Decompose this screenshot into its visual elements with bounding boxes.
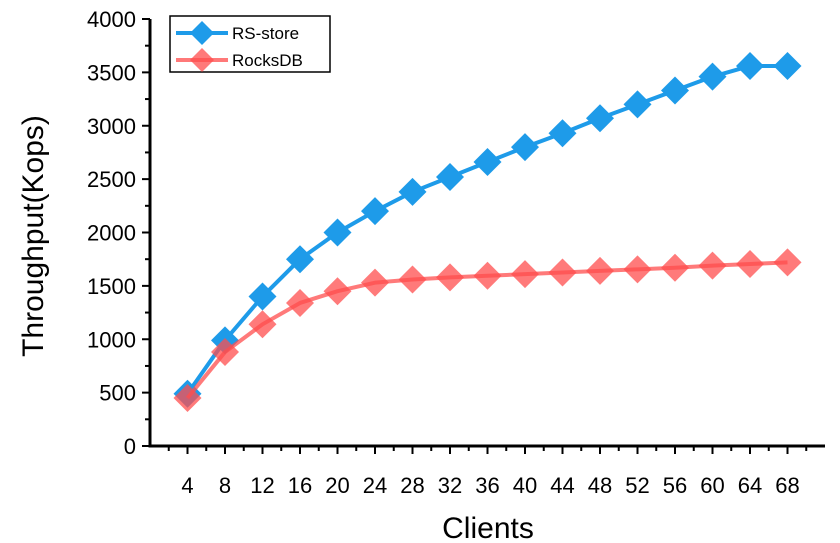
x-tick-label: 68: [775, 473, 799, 498]
data-point-marker: [511, 260, 539, 289]
data-point-marker: [211, 338, 239, 367]
y-tick-label: 2500: [87, 167, 136, 192]
data-point-marker: [736, 249, 764, 278]
data-point-marker: [323, 277, 352, 306]
x-tick-label: 16: [288, 473, 312, 498]
data-point-marker: [661, 253, 689, 282]
x-tick-label: 12: [250, 473, 274, 498]
y-tick-label: 3000: [87, 114, 136, 139]
x-axis-label: Clients: [442, 512, 534, 543]
x-tick-label: 48: [588, 473, 612, 498]
y-tick-label: 1500: [87, 274, 136, 299]
data-point-marker: [586, 256, 614, 285]
x-tick-label: 60: [700, 473, 724, 498]
data-point-marker: [661, 76, 689, 105]
y-tick-label: 500: [99, 381, 136, 406]
legend-label: RocksDB: [232, 51, 303, 70]
data-point-marker: [398, 265, 427, 294]
series-line: [185, 63, 788, 395]
x-tick-label: 44: [550, 473, 574, 498]
x-tick-label: 28: [400, 473, 424, 498]
data-point-marker: [736, 51, 764, 80]
legend-label: RS-store: [232, 24, 299, 43]
legend-items: RS-store RocksDB: [176, 21, 303, 72]
data-point-marker: [361, 268, 389, 297]
x-tick-label: 40: [513, 473, 537, 498]
data-point-marker: [623, 255, 652, 284]
y-tick-label: 3500: [87, 60, 136, 85]
data-point-marker: [586, 104, 614, 133]
legend-marker: [190, 48, 214, 72]
data-point-marker: [248, 282, 277, 311]
x-tick-label: 4: [181, 473, 193, 498]
data-point-marker: [398, 177, 427, 206]
data-point-marker: [623, 90, 652, 119]
x-tick-label: 36: [475, 473, 499, 498]
data-point-marker: [248, 310, 277, 339]
y-tick-label: 2000: [87, 221, 136, 246]
x-tick-label: 52: [625, 473, 649, 498]
y-axis-ticks: 0 500 1000 1500 2000 2500 3000 3500 4000: [87, 7, 150, 459]
x-tick-label: 24: [363, 473, 387, 498]
x-tick-label: 32: [438, 473, 462, 498]
data-point-marker: [173, 383, 202, 412]
series-layer: [173, 51, 802, 412]
data-point-marker: [473, 261, 502, 290]
data-point-marker: [548, 119, 577, 148]
x-axis-ticks: 4 8 12 16 20 24 28 32 36 40 44 48 52 56 60 64 68: [167, 446, 808, 498]
data-point-marker: [773, 248, 802, 277]
legend: RS-store RocksDB: [169, 15, 331, 73]
plot-area: 4 8 12 16 20 24 28 32 36 40 44 48 52 56 60 64 68 0500100…: [87, 7, 825, 498]
data-point-marker: [773, 51, 802, 80]
data-point-marker: [323, 218, 352, 247]
legend-marker: [190, 21, 214, 45]
data-point-marker: [436, 162, 464, 191]
data-point-marker: [548, 258, 577, 287]
x-tick-label: 56: [663, 473, 687, 498]
y-tick-label: 0: [124, 434, 136, 459]
data-point-marker: [698, 62, 727, 91]
x-tick-label: 64: [738, 473, 762, 498]
y-axis-label: Throughput(Kops): [17, 115, 50, 357]
data-point-marker: [286, 288, 314, 317]
data-point-marker: [436, 263, 464, 292]
data-point-marker: [473, 148, 502, 177]
data-point-marker: [286, 245, 314, 274]
y-tick-label: 1000: [87, 327, 136, 352]
x-tick-label: 8: [219, 473, 231, 498]
data-point-marker: [698, 251, 727, 280]
data-point-marker: [361, 197, 389, 226]
x-tick-label: 20: [325, 473, 349, 498]
y-tick-label: 4000: [87, 7, 136, 32]
data-point-marker: [511, 133, 539, 162]
